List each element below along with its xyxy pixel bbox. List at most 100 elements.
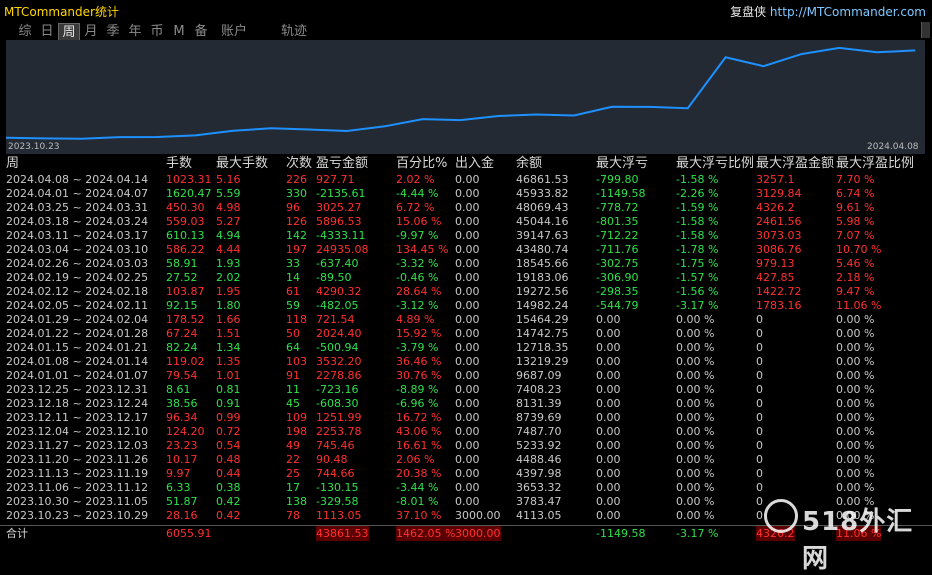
column-header[interactable]: 最大浮亏比例 (676, 156, 755, 171)
table-cell: 0.00 % (676, 355, 715, 368)
balance-point (43, 137, 45, 139)
table-row[interactable]: 2024.02.26 ~ 2024.03.03 58.91 1.93 33 -637.4… (0, 257, 932, 271)
tab-0[interactable]: 综 (18, 24, 32, 39)
table-cell: 427.85 (756, 271, 795, 284)
table-row[interactable]: 2024.03.04 ~ 2024.03.10 586.22 4.44 197 2493… (0, 243, 932, 257)
table-row[interactable]: 2023.12.18 ~ 2023.12.24 38.56 0.91 45 -608.3… (0, 397, 932, 411)
balance-point (460, 119, 461, 121)
tab-10[interactable]: 轨迹 (280, 24, 307, 39)
brand[interactable]: 复盘侠 http://MTCommander.com (730, 3, 926, 20)
table-row[interactable]: 2024.01.22 ~ 2024.01.28 67.24 1.51 50 2024.4… (0, 327, 932, 341)
total-lots: 6055.91 (166, 527, 212, 540)
table-cell: 0.00 (455, 439, 480, 452)
tab-5[interactable]: 年 (128, 24, 142, 39)
tab-3[interactable]: 月 (84, 24, 98, 39)
table-cell: 0.00 (455, 467, 480, 480)
scroll-handle-icon[interactable] (921, 22, 930, 38)
tab-9[interactable]: 账户 (220, 24, 247, 39)
table-cell: 49 (286, 439, 300, 452)
table-row[interactable]: 2024.03.25 ~ 2024.03.31 450.30 4.98 96 3025.… (0, 201, 932, 215)
table-cell: 1.35 (216, 355, 241, 368)
column-header[interactable]: 最大浮亏 (596, 156, 649, 171)
table-cell: 38.56 (166, 397, 198, 410)
table-row[interactable]: 2023.12.11 ~ 2023.12.17 96.34 0.99 109 1251.… (0, 411, 932, 425)
table-row[interactable]: 2024.03.18 ~ 2024.03.24 559.03 5.27 126 5896… (0, 215, 932, 229)
table-cell: 7487.70 (516, 425, 562, 438)
table-cell: 96 (286, 201, 300, 214)
balance-line (6, 46, 916, 140)
balance-point (384, 125, 386, 127)
table-row[interactable]: 2024.01.08 ~ 2024.01.14 119.02 1.35 103 3532… (0, 355, 932, 369)
table-cell: 586.22 (166, 243, 205, 256)
table-cell: 0.00 (596, 453, 621, 466)
table-row[interactable]: 2024.02.19 ~ 2024.02.25 27.52 2.02 14 -89.50… (0, 271, 932, 285)
table-row[interactable]: 2024.02.12 ~ 2024.02.18 103.87 1.95 61 4290.… (0, 285, 932, 299)
table-cell: 0.00 (455, 201, 480, 214)
column-header[interactable]: 手数 (166, 156, 193, 171)
table-cell: -3.17 % (676, 299, 719, 312)
table-row[interactable]: 2023.11.20 ~ 2023.11.26 10.17 0.48 22 90.48 2… (0, 453, 932, 467)
table-cell: 0.00 (596, 383, 621, 396)
table-cell: 0 (756, 411, 763, 424)
table-row[interactable]: 2024.01.29 ~ 2024.02.04 178.52 1.66 118 721.… (0, 313, 932, 327)
table-cell: 17 (286, 481, 300, 494)
table-cell: 28.16 (166, 509, 198, 522)
tab-6[interactable]: 币 (150, 24, 164, 39)
table-row[interactable]: 2023.12.04 ~ 2023.12.10 124.20 0.72 198 2253… (0, 425, 932, 439)
table-cell: 2023.11.27 ~ 2023.12.03 (6, 439, 149, 452)
table-cell: 0.00 (596, 439, 621, 452)
table-row[interactable]: 2023.10.30 ~ 2023.11.05 51.87 0.42 138 -329.… (0, 495, 932, 509)
tab-8[interactable]: 备 (194, 24, 208, 39)
table-cell: 0.00 (455, 285, 480, 298)
table-row[interactable]: 2023.10.23 ~ 2023.10.29 28.16 0.42 78 1113.0… (0, 509, 932, 523)
column-header[interactable]: 百分比% (396, 156, 448, 171)
table-cell: 0.00 (596, 313, 621, 326)
table-cell: 0.00 % (676, 411, 715, 424)
table-row[interactable]: 2023.11.13 ~ 2023.11.19 9.97 0.44 25 744.66 2… (0, 467, 932, 481)
table-cell: 109 (286, 411, 307, 424)
balance-point (194, 134, 196, 136)
table-cell: 7.70 % (836, 173, 875, 186)
table-row[interactable]: 2024.04.08 ~ 2024.04.14 1023.31 5.16 226 927… (0, 173, 932, 187)
table-cell: 2023.11.06 ~ 2023.11.12 (6, 481, 149, 494)
table-cell: 43.06 % (396, 425, 442, 438)
tab-4[interactable]: 季 (106, 24, 120, 39)
tab-7[interactable]: M (173, 24, 185, 39)
table-cell: -6.96 % (396, 397, 439, 410)
table-cell: 43480.74 (516, 243, 569, 256)
table-cell: 0.42 (216, 509, 241, 522)
total-max-float-loss: -1149.58 (596, 527, 646, 540)
table-cell: 4.89 % (396, 313, 435, 326)
column-header[interactable]: 余额 (516, 156, 543, 171)
column-header[interactable]: 周 (6, 156, 20, 171)
table-row[interactable]: 2024.02.05 ~ 2024.02.11 92.15 1.80 59 -482.0… (0, 299, 932, 313)
table-cell: 0.00 (455, 355, 480, 368)
table-cell: 48069.43 (516, 201, 569, 214)
table-cell: 78 (286, 509, 300, 522)
table-cell: 2024.03.11 ~ 2024.03.17 (6, 229, 149, 242)
column-header[interactable]: 出入金 (455, 156, 495, 171)
table-cell: 0 (756, 327, 763, 340)
table-row[interactable]: 2024.01.01 ~ 2024.01.07 79.54 1.01 91 2278.8… (0, 369, 932, 383)
table-cell: 0.00 % (836, 383, 875, 396)
column-header[interactable]: 最大浮盈比例 (836, 156, 915, 171)
table-row[interactable]: 2024.03.11 ~ 2024.03.17 610.13 4.94 142 -433… (0, 229, 932, 243)
table-cell: 0.00 % (836, 355, 875, 368)
table-cell: 2024.03.25 ~ 2024.03.31 (6, 201, 149, 214)
table-cell: -799.80 (596, 173, 639, 186)
column-header[interactable]: 最大浮盈金额 (756, 156, 835, 171)
column-header[interactable]: 次数 (286, 156, 313, 171)
table-cell: 0.00 (596, 397, 621, 410)
brand-site-link[interactable]: http://MTCommander.com (769, 5, 926, 19)
table-cell: 2.02 % (396, 173, 435, 186)
table-row[interactable]: 2024.01.15 ~ 2024.01.21 82.24 1.34 64 -500.9… (0, 341, 932, 355)
table-row[interactable]: 2024.04.01 ~ 2024.04.07 1620.47 5.59 330 -21… (0, 187, 932, 201)
column-header[interactable]: 最大手数 (216, 156, 269, 171)
tab-2[interactable]: 周 (58, 23, 80, 41)
table-row[interactable]: 2023.12.25 ~ 2023.12.31 8.61 0.81 11 -723.16… (0, 383, 932, 397)
tab-1[interactable]: 日 (40, 24, 54, 39)
column-header[interactable]: 盈亏金额 (316, 156, 369, 171)
table-cell: 5233.92 (516, 439, 562, 452)
table-row[interactable]: 2023.11.27 ~ 2023.12.03 23.23 0.54 49 745.46… (0, 439, 932, 453)
table-row[interactable]: 2023.11.06 ~ 2023.11.12 6.33 0.38 17 -130.15… (0, 481, 932, 495)
